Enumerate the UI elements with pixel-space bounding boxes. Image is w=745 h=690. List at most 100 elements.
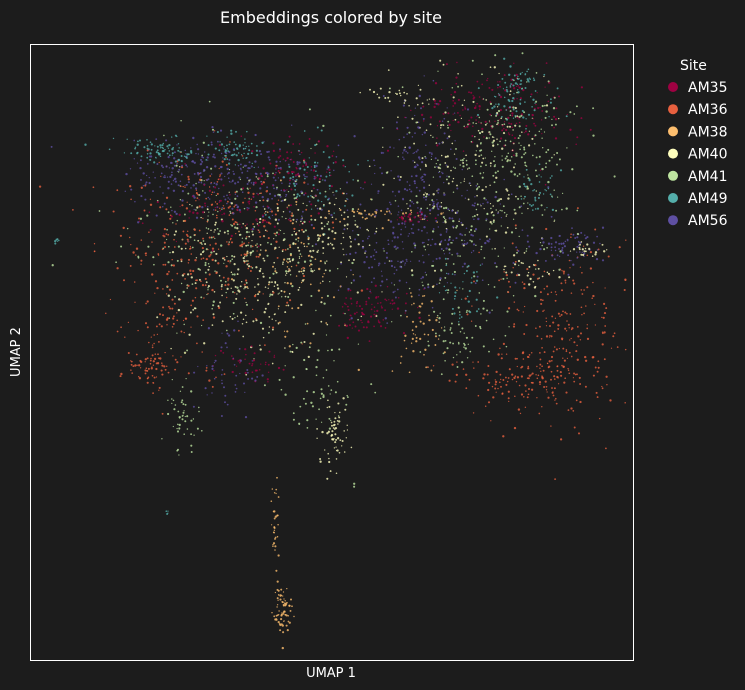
point-am56 (550, 242, 553, 245)
point-am49 (166, 152, 169, 155)
point-am38 (287, 620, 290, 623)
point-am36 (606, 383, 608, 386)
point-am56 (238, 347, 241, 350)
point-am35 (368, 340, 371, 342)
y-axis-label: UMAP 2 (9, 327, 24, 377)
point-am35 (314, 152, 316, 154)
point-am41 (204, 271, 207, 274)
point-am56 (389, 203, 392, 206)
point-am36 (195, 200, 197, 202)
point-am56 (403, 223, 406, 225)
point-am40 (263, 259, 266, 262)
point-am36 (157, 253, 160, 255)
point-am35 (398, 216, 401, 219)
point-am41 (518, 125, 521, 128)
point-am49 (248, 149, 251, 152)
point-am49 (327, 198, 329, 201)
point-am35 (330, 174, 332, 177)
point-am41 (220, 244, 223, 247)
point-am49 (453, 312, 456, 315)
point-am35 (170, 215, 173, 218)
point-am36 (594, 303, 596, 306)
point-am56 (541, 237, 544, 240)
point-am41 (457, 306, 460, 309)
point-am56 (423, 131, 426, 134)
point-am49 (443, 285, 446, 288)
point-am56 (204, 151, 206, 153)
point-am36 (514, 260, 517, 263)
point-am35 (272, 184, 274, 187)
point-am56 (581, 251, 584, 254)
point-am41 (299, 253, 302, 255)
point-am35 (589, 128, 592, 131)
point-am36 (576, 207, 579, 210)
point-am40 (440, 154, 443, 157)
point-am56 (392, 226, 395, 229)
point-am56 (220, 172, 223, 175)
point-am41 (411, 251, 413, 253)
point-am49 (495, 103, 497, 105)
point-am36 (517, 408, 521, 411)
point-am36 (555, 293, 558, 296)
point-am49 (518, 78, 520, 80)
point-am40 (352, 258, 355, 261)
point-am36 (227, 280, 229, 282)
point-am36 (204, 277, 207, 280)
point-am35 (416, 212, 419, 214)
point-am36 (511, 378, 514, 381)
point-am35 (494, 120, 496, 122)
point-am38 (286, 206, 288, 208)
point-am56 (267, 172, 270, 175)
point-am36 (184, 186, 186, 188)
point-am49 (529, 203, 531, 206)
point-am40 (354, 223, 357, 226)
point-am56 (497, 212, 499, 215)
point-am41 (516, 251, 518, 254)
point-am36 (162, 314, 164, 317)
point-am40 (444, 111, 447, 114)
point-am49 (520, 198, 523, 200)
point-am41 (186, 415, 189, 418)
point-am40 (331, 430, 334, 433)
point-am35 (273, 354, 276, 357)
point-am56 (400, 209, 403, 211)
point-am38 (275, 488, 278, 491)
point-am36 (565, 391, 568, 394)
point-am56 (210, 182, 212, 185)
point-am36 (499, 347, 501, 350)
point-am36 (187, 175, 190, 178)
point-am41 (571, 168, 574, 171)
point-am38 (281, 612, 283, 614)
point-am38 (266, 211, 269, 213)
point-am40 (440, 124, 442, 127)
point-am40 (173, 233, 176, 236)
point-am36 (602, 332, 604, 335)
point-am56 (456, 252, 459, 255)
point-am41 (444, 360, 446, 362)
point-am41 (193, 434, 195, 436)
point-am49 (230, 129, 233, 132)
point-am56 (445, 164, 448, 166)
point-am36 (596, 396, 599, 399)
point-am36 (524, 384, 527, 387)
points-layer (38, 52, 627, 650)
point-am56 (418, 288, 421, 291)
point-am36 (278, 229, 280, 231)
point-am41 (424, 249, 427, 251)
point-am40 (219, 301, 222, 304)
point-am41 (476, 183, 479, 185)
point-am35 (468, 91, 470, 94)
point-am38 (273, 526, 276, 529)
point-am35 (285, 159, 287, 162)
point-am40 (514, 212, 517, 215)
point-am41 (235, 190, 238, 193)
point-am36 (219, 207, 221, 209)
point-am40 (345, 276, 348, 278)
point-am36 (260, 192, 262, 195)
point-am40 (452, 177, 455, 180)
point-am49 (532, 190, 534, 192)
point-am41 (267, 241, 269, 244)
point-am41 (541, 244, 543, 247)
point-am35 (286, 189, 288, 191)
point-am36 (255, 255, 258, 258)
